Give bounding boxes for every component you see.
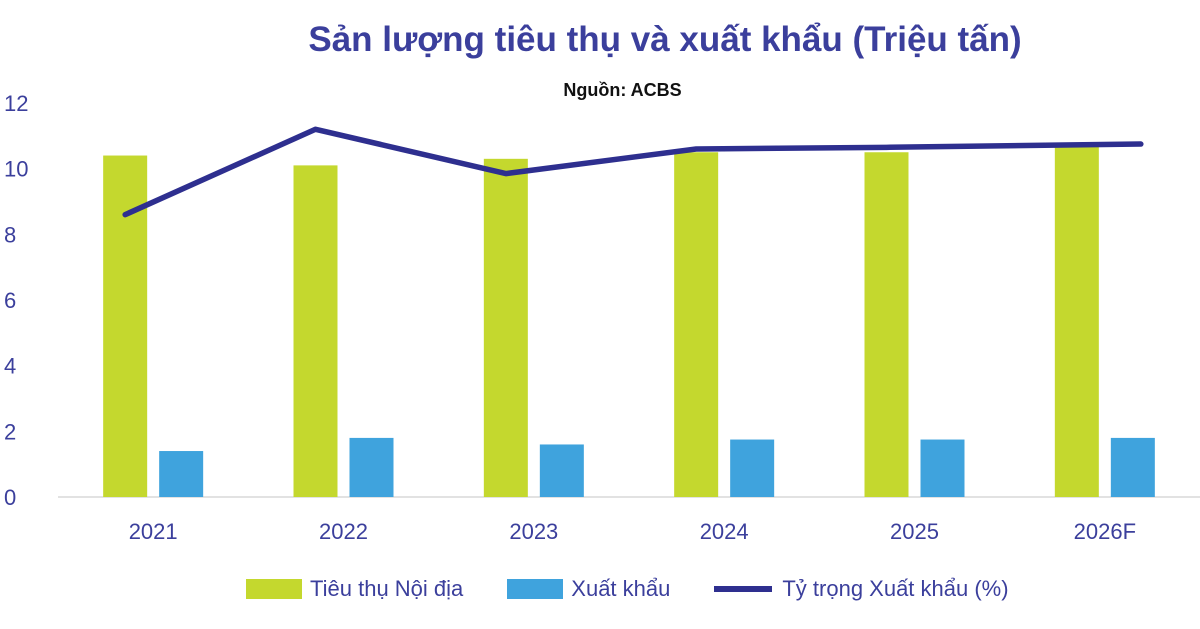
x-tick-label: 2026F	[1074, 519, 1136, 544]
bar-domestic	[864, 152, 909, 497]
y-tick-label: 12	[4, 91, 28, 116]
legend-item-export: Xuất khẩu	[507, 576, 670, 602]
x-tick-label: 2025	[890, 519, 939, 544]
legend-swatch-domestic	[246, 579, 302, 599]
y-tick-label: 2	[4, 419, 16, 444]
chart-subtitle: Nguồn: ACBS	[563, 80, 682, 100]
line-export-share	[122, 126, 1144, 218]
y-tick-label: 8	[4, 222, 16, 247]
x-tick-label: 2021	[129, 519, 178, 544]
bar-export	[920, 439, 965, 497]
y-tick-label: 4	[4, 354, 16, 379]
legend-item-export-share: Tỷ trọng Xuất khẩu (%)	[714, 576, 1009, 602]
bar-domestic	[1054, 145, 1099, 497]
bar-domestic	[483, 158, 528, 498]
x-tick-label: 2023	[509, 519, 558, 544]
legend-label-export: Xuất khẩu	[571, 576, 671, 601]
y-tick-label: 0	[4, 485, 16, 510]
legend: Tiêu thụ Nội địa Xuất khẩu Tỷ trọng Xuất…	[246, 576, 1053, 602]
bar-domestic	[674, 152, 719, 497]
bar-export	[1110, 437, 1155, 497]
x-tick-label: 2022	[319, 519, 368, 544]
y-tick-label: 6	[4, 288, 16, 313]
legend-item-domestic: Tiêu thụ Nội địa	[246, 576, 463, 602]
chart-title: Sản lượng tiêu thụ và xuất khẩu (Triệu t…	[308, 20, 1022, 59]
bar-export	[539, 444, 584, 497]
legend-label-export-share: Tỷ trọng Xuất khẩu (%)	[782, 576, 1009, 601]
legend-label-domestic: Tiêu thụ Nội địa	[310, 576, 464, 601]
x-tick-label: 2024	[700, 519, 749, 544]
legend-swatch-export	[507, 579, 564, 599]
bar-export	[730, 439, 775, 497]
legend-swatch-export-share	[714, 586, 773, 592]
y-tick-label: 10	[4, 157, 28, 182]
bar-export	[159, 451, 204, 497]
bar-domestic	[293, 165, 338, 497]
bar-export	[349, 437, 394, 497]
